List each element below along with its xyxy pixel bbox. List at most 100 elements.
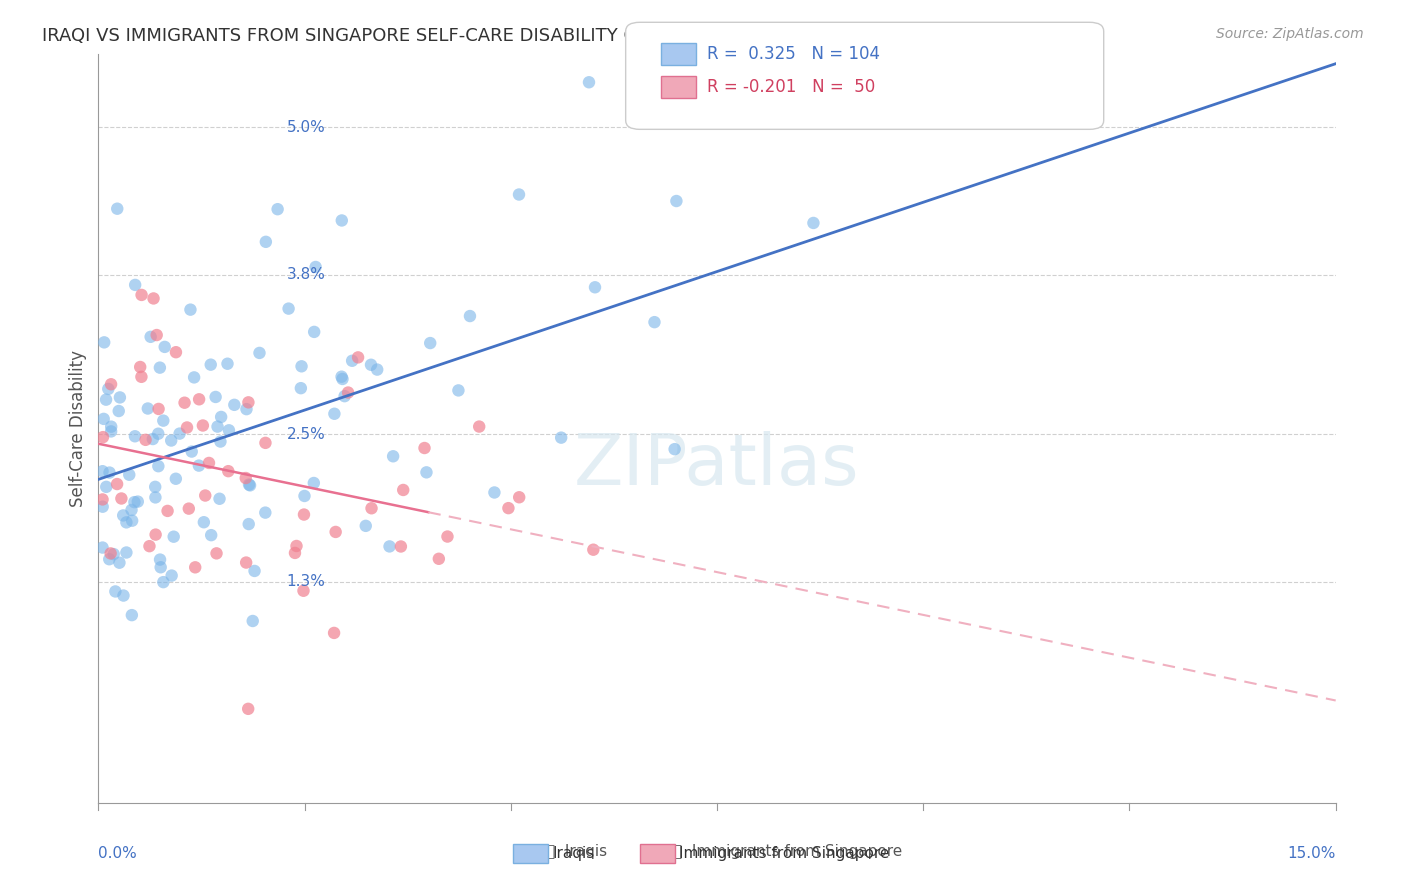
Point: [142, 432, 165, 446]
Point: [96, 480, 118, 494]
Point: [238, 702, 260, 716]
Point: [149, 552, 172, 566]
Point: [108, 556, 131, 570]
Point: [330, 213, 353, 227]
Point: [100, 425, 122, 439]
Point: [249, 346, 271, 360]
Point: [121, 514, 143, 528]
Point: [179, 302, 201, 317]
Point: [217, 357, 239, 371]
Point: [290, 381, 312, 395]
Point: [382, 450, 405, 464]
Point: [325, 524, 347, 539]
Point: [110, 491, 132, 506]
Point: [347, 351, 370, 365]
Point: [138, 539, 160, 553]
Point: [145, 491, 167, 505]
Point: [578, 75, 600, 89]
Point: [209, 409, 232, 424]
Point: [105, 202, 128, 216]
Point: [292, 583, 315, 598]
Text: IRAQI VS IMMIGRANTS FROM SINGAPORE SELF-CARE DISABILITY CORRELATION CHART: IRAQI VS IMMIGRANTS FROM SINGAPORE SELF-…: [42, 27, 818, 45]
Text: 🔵  Iraqis: 🔵 Iraqis: [546, 845, 607, 859]
Text: 3.8%: 3.8%: [287, 267, 325, 282]
Point: [91, 500, 114, 514]
Text: 15.0%: 15.0%: [1288, 846, 1336, 861]
Text: R = -0.201   N =  50: R = -0.201 N = 50: [707, 78, 876, 95]
Point: [333, 389, 356, 403]
Point: [378, 540, 401, 554]
Point: [235, 402, 257, 417]
Point: [204, 390, 226, 404]
Text: 5.0%: 5.0%: [287, 120, 325, 135]
Point: [304, 260, 326, 274]
Point: [198, 456, 221, 470]
Point: [427, 551, 450, 566]
Point: [165, 345, 187, 359]
Point: [389, 540, 412, 554]
Point: [177, 501, 200, 516]
Point: [121, 608, 143, 623]
Point: [112, 589, 135, 603]
Point: [91, 541, 114, 555]
Point: [337, 385, 360, 400]
Point: [468, 419, 491, 434]
Point: [582, 542, 605, 557]
Point: [105, 477, 128, 491]
Point: [366, 362, 388, 376]
Point: [419, 336, 441, 351]
Point: [447, 384, 470, 398]
Point: [148, 426, 170, 441]
Point: [93, 412, 115, 426]
Point: [332, 372, 354, 386]
Point: [207, 419, 229, 434]
Point: [91, 492, 114, 507]
Point: [187, 458, 209, 473]
Point: [163, 530, 186, 544]
Point: [103, 547, 125, 561]
Point: [266, 202, 288, 217]
Text: 2.5%: 2.5%: [287, 426, 325, 442]
Point: [104, 584, 127, 599]
Point: [235, 471, 257, 485]
Point: [108, 391, 131, 405]
Text: 1.3%: 1.3%: [287, 574, 325, 590]
Point: [360, 501, 382, 516]
Point: [643, 315, 665, 329]
Point: [360, 358, 382, 372]
Text: 0.0%: 0.0%: [98, 846, 138, 861]
Point: [145, 328, 167, 343]
Point: [508, 490, 530, 504]
Point: [98, 552, 121, 566]
Point: [145, 527, 167, 541]
Point: [160, 568, 183, 582]
Point: [194, 489, 217, 503]
Point: [292, 508, 315, 522]
Point: [224, 398, 246, 412]
Point: [254, 435, 277, 450]
Text: Iraqis: Iraqis: [553, 847, 595, 861]
Point: [149, 360, 172, 375]
Point: [664, 442, 686, 457]
Point: [200, 528, 222, 542]
Point: [100, 419, 122, 434]
Point: [129, 359, 152, 374]
Y-axis label: Self-Care Disability: Self-Care Disability: [69, 350, 87, 507]
Point: [135, 433, 157, 447]
Point: [302, 475, 325, 490]
Point: [91, 464, 114, 478]
Point: [209, 434, 232, 449]
Point: [290, 359, 312, 374]
Point: [183, 370, 205, 384]
Point: [127, 494, 149, 508]
Point: [118, 467, 141, 482]
Point: [254, 235, 277, 249]
Point: [169, 426, 191, 441]
Text: Source: ZipAtlas.com: Source: ZipAtlas.com: [1216, 27, 1364, 41]
Point: [330, 369, 353, 384]
Point: [508, 187, 530, 202]
Point: [238, 477, 260, 491]
Point: [148, 459, 170, 474]
Point: [184, 560, 207, 574]
Point: [550, 431, 572, 445]
